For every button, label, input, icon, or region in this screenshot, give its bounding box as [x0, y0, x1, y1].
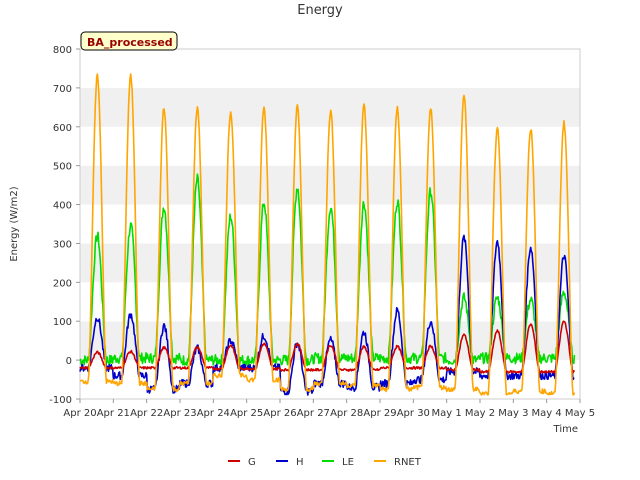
y-tick-label: 700	[53, 84, 72, 95]
badge-label: BA_processed	[87, 36, 173, 49]
grid-band	[80, 360, 580, 399]
x-axis: Apr 20 Apr 21 Apr 22 Apr 23 Apr 24 Apr 25 Apr …	[63, 399, 595, 419]
y-tick-label: 100	[53, 317, 72, 328]
y-tick-label: 600	[53, 123, 72, 134]
x-tick-label: Apr 25	[230, 408, 263, 419]
y-axis: -100 0 100 200 300 400 500 600 700 800	[49, 45, 80, 406]
y-tick-label: -100	[49, 395, 72, 406]
chart-title: Energy	[297, 3, 343, 18]
grid-bands	[80, 49, 580, 399]
x-tick-label: Apr 29	[363, 408, 396, 419]
series-line-g	[79, 320, 576, 374]
y-tick-label: 800	[53, 45, 72, 56]
x-tick-label: Apr 27	[297, 408, 330, 419]
grid-band	[80, 243, 580, 283]
x-tick-label: Apr 20	[63, 408, 96, 419]
grid-band	[80, 49, 580, 88]
badge: BA_processed	[80, 31, 178, 51]
y-tick-label: 200	[53, 278, 72, 289]
x-tick-label: Apr 21	[97, 408, 130, 419]
badge-box	[80, 31, 178, 51]
plot-border	[79, 48, 581, 400]
x-tick-label: May 1	[432, 408, 462, 419]
x-tick-label: Apr 28	[330, 408, 363, 419]
x-tick-label: May 3	[498, 408, 528, 419]
series-lines	[79, 73, 576, 396]
x-tick-label: Apr 23	[163, 408, 196, 419]
x-tick-label: Apr 24	[197, 408, 230, 419]
x-tick-label: May 5	[565, 408, 595, 419]
grid-band	[80, 126, 580, 166]
y-tick-label: 300	[53, 239, 72, 250]
legend-label-le: LE	[342, 457, 354, 468]
series-line-rnet	[79, 73, 576, 396]
legend-label-g: G	[248, 457, 256, 468]
x-tick-label: Apr 30	[397, 408, 430, 419]
x-tick-label: Apr 22	[130, 408, 163, 419]
x-axis-label: Time	[553, 424, 578, 435]
y-tick-label: 500	[53, 162, 72, 173]
grid-band	[80, 165, 580, 205]
x-tick-label: May 4	[532, 408, 562, 419]
y-tick-label: 400	[53, 201, 72, 212]
legend-label-rnet: RNET	[394, 457, 422, 468]
x-tick-label: May 2	[465, 408, 495, 419]
legend: G H LE RNET	[228, 457, 422, 468]
legend-label-h: H	[296, 457, 304, 468]
y-tick-label: 0	[66, 356, 72, 367]
grid-band	[80, 282, 580, 322]
x-tick-label: Apr 26	[263, 408, 296, 419]
y-axis-label: Energy (W/m2)	[9, 186, 20, 261]
